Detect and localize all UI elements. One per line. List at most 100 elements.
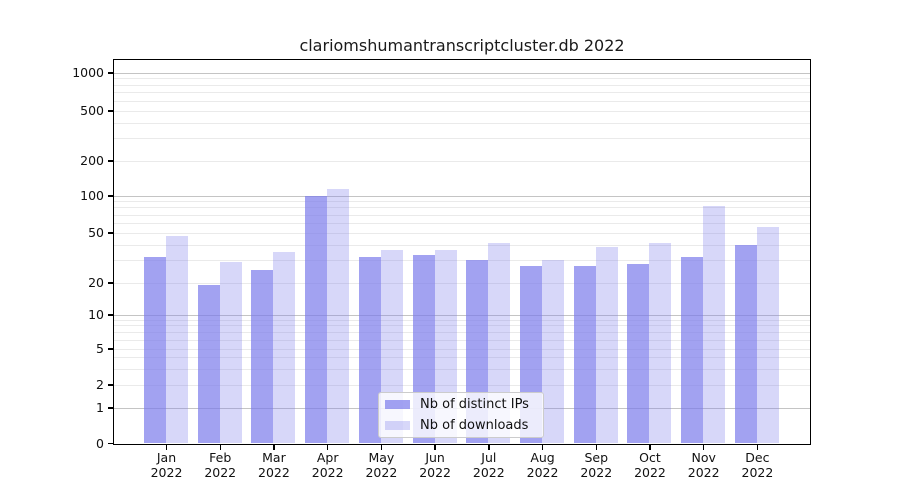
gridline-minor xyxy=(114,384,810,386)
x-tick-month: Aug xyxy=(530,450,555,465)
bar-distinct-ips-may xyxy=(358,256,381,443)
bar-distinct-ips-feb xyxy=(197,284,220,443)
y-tick-mark xyxy=(108,314,113,316)
legend-label-downloads: Nb of downloads xyxy=(420,418,529,433)
x-tick-mark xyxy=(165,444,168,450)
gridline-minor xyxy=(114,260,810,262)
y-tick-label: 100 xyxy=(80,188,104,203)
gridline-minor xyxy=(114,78,810,80)
x-tick-mark xyxy=(219,444,221,450)
y-tick-label: 2 xyxy=(96,377,104,392)
x-tick-month: Dec xyxy=(745,450,770,465)
title-wrap: clariomshumantranscriptcluster.db 2022 xyxy=(114,36,810,55)
legend-swatch-downloads-icon xyxy=(385,421,410,430)
bar-distinct-ips-nov xyxy=(681,256,704,443)
x-tick-month: Oct xyxy=(639,450,661,465)
y-tick-label: 20 xyxy=(88,275,104,290)
bar-downloads-apr xyxy=(327,189,350,443)
x-tick-label-oct: Oct 2022 xyxy=(622,450,678,480)
gridline-minor xyxy=(114,232,810,234)
x-tick-month: Jun xyxy=(425,450,445,465)
gridline-major xyxy=(114,195,810,197)
bar-downloads-oct xyxy=(649,243,672,443)
gridline-minor xyxy=(114,282,810,284)
x-tick-label-sep: Sep 2022 xyxy=(568,450,624,480)
gridline-minor xyxy=(114,222,810,224)
gridline-minor xyxy=(114,100,810,102)
gridline-minor xyxy=(114,92,810,94)
x-tick-year: 2022 xyxy=(419,465,451,480)
y-tick-label: 10 xyxy=(88,307,104,322)
y-tick-label: 50 xyxy=(88,225,104,240)
gridline-minor xyxy=(114,122,810,124)
y-tick-mark xyxy=(108,195,113,197)
legend-label-distinct-ips: Nb of distinct IPs xyxy=(420,397,529,412)
x-tick-year: 2022 xyxy=(526,465,559,480)
y-tick-mark xyxy=(108,72,113,74)
gridline-major xyxy=(114,314,810,316)
x-tick-mark xyxy=(756,444,759,450)
gridline-minor xyxy=(114,207,810,209)
y-tick-mark xyxy=(108,384,113,386)
x-tick-mark xyxy=(380,444,383,450)
x-tick-year: 2022 xyxy=(258,465,290,480)
x-tick-label-nov: Nov 2022 xyxy=(676,450,732,480)
gridline-minor xyxy=(114,84,810,86)
x-tick-label-dec: Dec 2022 xyxy=(729,450,785,480)
x-tick-label-may: May 2022 xyxy=(353,450,409,480)
y-tick-label: 200 xyxy=(80,153,104,168)
gridline-minor xyxy=(114,214,810,216)
bar-distinct-ips-dec xyxy=(734,244,757,443)
gridline-major xyxy=(114,72,810,74)
gridline-minor xyxy=(114,325,810,327)
x-tick-label-apr: Apr 2022 xyxy=(300,450,356,480)
legend: Nb of distinct IPs Nb of downloads xyxy=(378,392,544,438)
x-tick-mark xyxy=(434,444,436,450)
y-tick-label: 5 xyxy=(96,341,104,356)
bar-downloads-dec xyxy=(756,227,779,443)
y-tick-label: 1 xyxy=(96,400,104,415)
x-tick-month: Jul xyxy=(481,450,497,465)
x-tick-label-mar: Mar 2022 xyxy=(246,450,302,480)
plot-area xyxy=(113,59,811,445)
x-tick-year: 2022 xyxy=(687,465,720,480)
x-tick-month: May xyxy=(368,450,395,465)
y-tick-mark xyxy=(108,110,113,112)
x-tick-year: 2022 xyxy=(580,465,613,480)
y-tick-mark xyxy=(108,348,113,350)
x-tick-label-jul: Jul 2022 xyxy=(461,450,517,480)
gridline-minor xyxy=(114,244,810,246)
x-tick-year: 2022 xyxy=(634,465,666,480)
gridline-minor xyxy=(114,357,810,359)
x-tick-year: 2022 xyxy=(311,465,344,480)
x-tick-mark xyxy=(326,444,329,450)
gridline-minor xyxy=(114,348,810,350)
gridline-minor xyxy=(114,339,810,341)
y-tick-label: 0 xyxy=(96,435,104,451)
x-tick-label-jun: Jun 2022 xyxy=(407,450,463,480)
legend-item-distinct-ips: Nb of distinct IPs xyxy=(385,396,537,413)
bar-distinct-ips-mar xyxy=(251,270,274,443)
gridline-minor xyxy=(114,319,810,321)
bar-downloads-mar xyxy=(273,251,296,443)
y-tick-label: 500 xyxy=(80,103,104,118)
bar-downloads-nov xyxy=(703,206,726,443)
gridline-minor xyxy=(114,160,810,162)
gridline-minor xyxy=(114,201,810,203)
x-tick-mark xyxy=(649,444,651,450)
x-tick-mark xyxy=(488,444,490,450)
bar-downloads-feb xyxy=(219,262,242,443)
x-tick-label-jan: Jan 2022 xyxy=(139,450,195,480)
y-tick-mark xyxy=(108,282,113,284)
x-tick-month: Sep xyxy=(584,450,609,465)
legend-swatch-distinct-ips-icon xyxy=(385,400,410,409)
gridline-minor xyxy=(114,110,810,112)
x-tick-mark xyxy=(273,444,275,450)
y-tick-mark xyxy=(108,232,113,234)
y-tick-mark xyxy=(108,442,113,445)
x-tick-mark xyxy=(595,444,597,450)
bar-downloads-jan xyxy=(166,235,188,443)
x-tick-label-aug: Aug 2022 xyxy=(515,450,571,480)
y-tick-mark xyxy=(108,160,113,162)
